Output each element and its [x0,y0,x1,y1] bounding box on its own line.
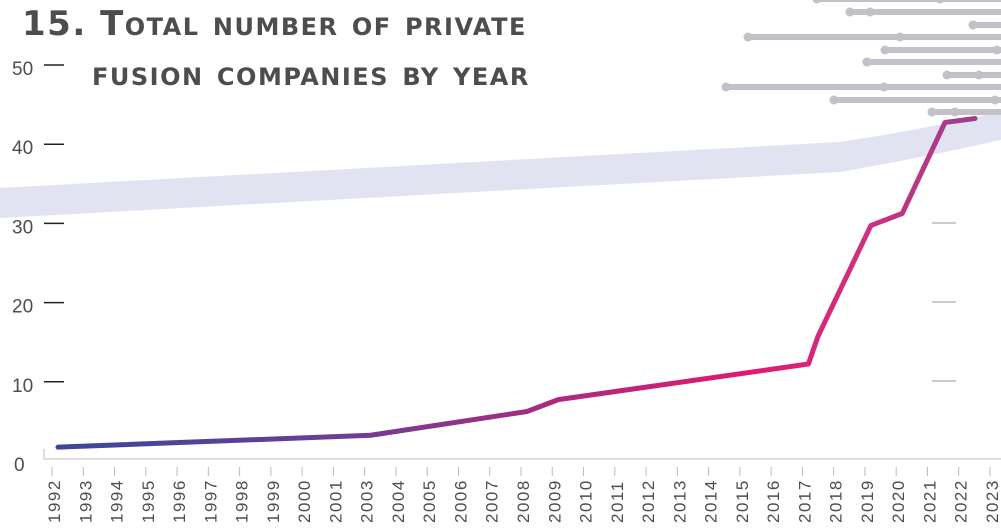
x-tick-label: 1996 [170,479,189,523]
x-tick-label: 1992 [45,479,64,523]
x-tick-label: 2014 [702,479,721,523]
x-tick-label: 2021 [920,479,939,523]
decor-dot [942,70,952,80]
decor-dot [721,82,731,92]
decor-dot [935,0,945,4]
decor-dot [950,107,960,117]
decor-dot [879,82,889,92]
x-tick-label: 2012 [639,479,658,523]
x-tick-label: 1994 [108,479,127,523]
decor-dot [974,70,984,80]
x-tick-label: 2006 [451,479,470,523]
x-tick-label: 2016 [764,479,783,523]
y-axis: 0 10 20 30 40 50 [12,59,64,476]
y-tick-label: 50 [12,59,33,80]
x-tick-label: 2004 [389,479,408,523]
title-line-1: 15. Total number of private [22,4,527,44]
chart-title: 15. Total number of private fusion compa… [22,2,530,96]
decorative-lines [721,0,1001,117]
x-tick-label: 1997 [201,479,220,523]
decor-dot [829,95,839,105]
decor-dot [743,32,753,42]
decor-dot [990,95,1000,105]
x-tick-label: 1995 [139,479,158,523]
decor-dot [812,0,822,4]
decor-dot [862,57,872,67]
x-tick-label: 2018 [827,479,846,523]
x-tick-label: 2010 [577,479,596,523]
x-tick-label: 2019 [858,479,877,523]
decor-dot [992,45,1001,55]
decor-dot [895,32,905,42]
y-tick-label: 30 [12,217,33,238]
x-axis: 1992 1993 1994 1995 1996 1997 1998 1999 2000 2001… [45,467,1001,523]
x-tick-label: 2013 [670,479,689,523]
x-tick-label: 1998 [233,479,252,523]
series-line [55,115,978,450]
x-tick-label: 2001 [326,479,345,523]
decor-dot [845,7,855,17]
x-tick-label: 2003 [358,479,377,523]
x-tick-label: 2011 [608,480,627,523]
x-tick-label: 2023 [983,479,1001,523]
x-tick-label: 2022 [952,479,971,523]
x-tick-label: 2007 [483,479,502,523]
x-tick-label: 2020 [889,479,908,523]
x-tick-label: 1999 [264,479,283,523]
x-tick-label: 2008 [514,479,533,523]
right-ticks [932,222,956,382]
x-tick-label: 2000 [295,479,314,523]
decor-dot [927,107,937,117]
decor-dot [865,7,875,17]
x-tick-label: 2015 [733,479,752,523]
decor-dot [968,20,978,30]
x-tick-label: 2009 [545,479,564,523]
background-band [0,112,1001,218]
y-tick-label: 10 [12,376,33,397]
y-tick-label: 40 [12,138,33,159]
y-tick-label: 20 [12,297,33,318]
x-tick-label: 1993 [76,479,95,523]
x-tick-label: 2017 [795,479,814,523]
x-tick-label: 2005 [420,479,439,523]
decor-dot [880,45,890,55]
title-line-2: fusion companies by year [92,54,530,94]
y-tick-label: 0 [14,455,25,476]
